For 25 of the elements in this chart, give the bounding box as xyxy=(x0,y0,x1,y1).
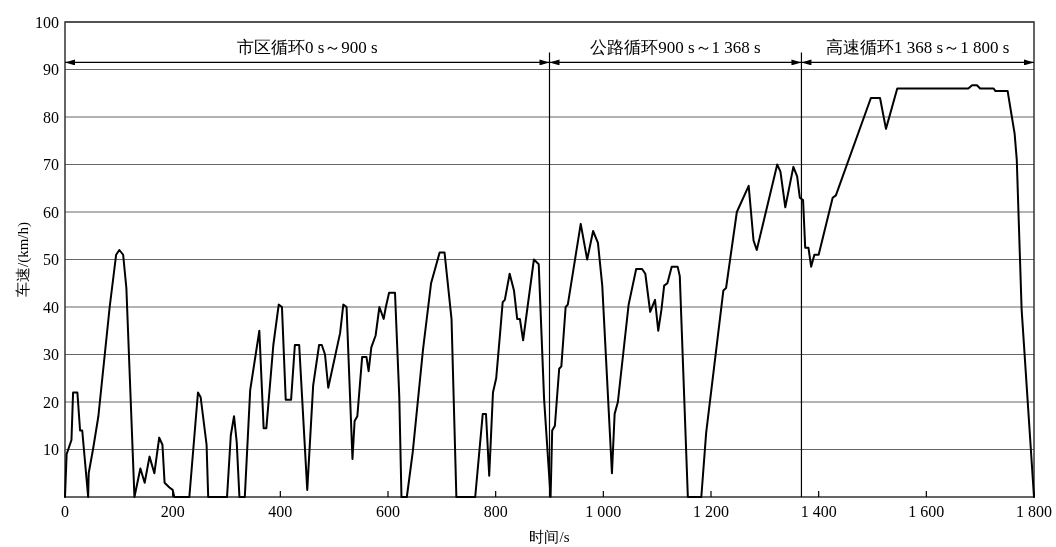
y-tick-label: 100 xyxy=(35,13,59,31)
y-tick-label: 80 xyxy=(43,108,59,126)
y-tick-label: 30 xyxy=(43,346,59,363)
y-tick-label: 20 xyxy=(43,393,59,411)
y-tick-label: 40 xyxy=(43,298,59,316)
x-tick-label: 1 000 xyxy=(585,503,622,520)
x-axis-title: 时间/s xyxy=(529,529,570,545)
y-tick-label: 90 xyxy=(43,61,59,78)
annotation: 市区循环0 s～900 s xyxy=(236,38,378,58)
x-tick-label: 200 xyxy=(160,503,185,520)
y-tick-label: 50 xyxy=(43,251,59,268)
x-tick-label: 1 400 xyxy=(800,503,837,520)
y-axis-title: 车速/(km/h) xyxy=(15,222,32,297)
y-tick-label: 70 xyxy=(43,156,59,173)
x-tick-label: 1 600 xyxy=(908,503,945,520)
x-tick-label: 400 xyxy=(268,503,293,520)
y-tick-label: 60 xyxy=(43,203,59,221)
annotation: 高速循环1 368 s～1 800 s xyxy=(826,38,1010,58)
x-tick-label: 600 xyxy=(376,503,400,520)
annotation: 公路循环900 s～1 368 s xyxy=(590,38,761,58)
y-tick-label: 10 xyxy=(43,441,59,458)
x-tick-label: 0 xyxy=(61,503,69,520)
x-tick-label: 1 800 xyxy=(1016,503,1052,520)
x-tick-label: 800 xyxy=(483,503,508,520)
x-tick-label: 1 200 xyxy=(693,503,729,520)
